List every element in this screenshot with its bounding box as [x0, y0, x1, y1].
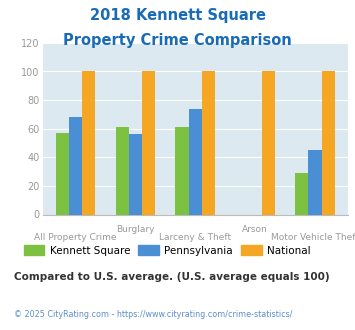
Bar: [129, 134, 142, 214]
Bar: [142, 72, 155, 214]
Text: All Property Crime: All Property Crime: [34, 233, 117, 242]
Bar: [69, 117, 82, 214]
Bar: [202, 72, 215, 214]
Text: Arson: Arson: [242, 225, 268, 234]
Bar: [175, 127, 189, 214]
Text: Compared to U.S. average. (U.S. average equals 100): Compared to U.S. average. (U.S. average …: [14, 272, 330, 282]
Text: Larceny & Theft: Larceny & Theft: [159, 233, 231, 242]
Bar: [189, 109, 202, 214]
Legend: Kennett Square, Pennsylvania, National: Kennett Square, Pennsylvania, National: [20, 241, 315, 260]
Text: Burglary: Burglary: [116, 225, 155, 234]
Text: Property Crime Comparison: Property Crime Comparison: [63, 33, 292, 48]
Bar: [295, 173, 308, 214]
Bar: [322, 72, 335, 214]
Bar: [82, 72, 95, 214]
Text: © 2025 CityRating.com - https://www.cityrating.com/crime-statistics/: © 2025 CityRating.com - https://www.city…: [14, 310, 293, 319]
Bar: [56, 133, 69, 214]
Bar: [262, 72, 275, 214]
Bar: [308, 150, 322, 214]
Bar: [116, 127, 129, 214]
Text: 2018 Kennett Square: 2018 Kennett Square: [89, 8, 266, 23]
Text: Motor Vehicle Theft: Motor Vehicle Theft: [271, 233, 355, 242]
